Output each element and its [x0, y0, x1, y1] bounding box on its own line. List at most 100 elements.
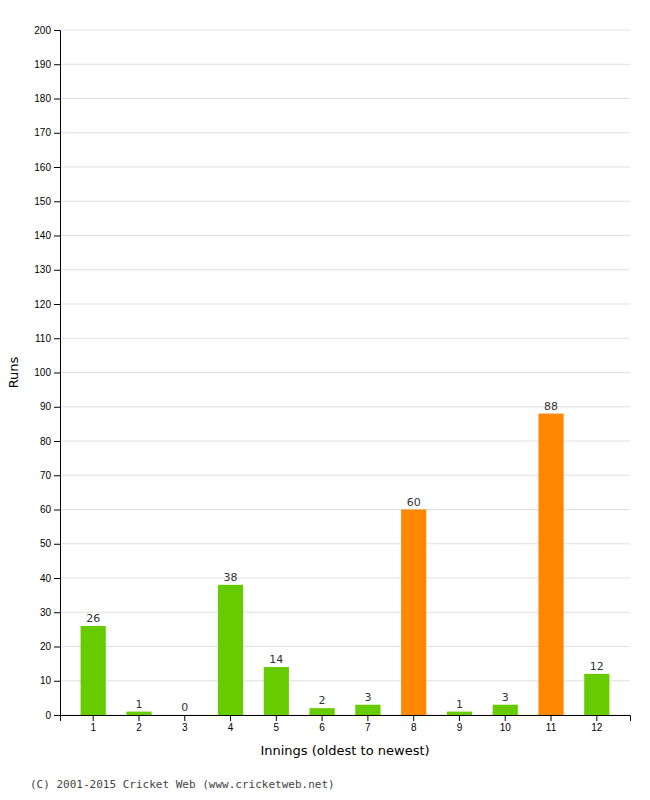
- y-tick-label: 190: [34, 59, 51, 70]
- x-tick-mark: [551, 715, 552, 721]
- y-tick-label: 120: [34, 299, 51, 310]
- y-tick-label: 200: [34, 25, 51, 36]
- bar: [218, 585, 243, 715]
- grid-line: [60, 30, 630, 31]
- y-tick-mark: [54, 338, 60, 339]
- y-tick-label: 110: [35, 333, 51, 344]
- x-axis-line: [61, 716, 631, 722]
- bar: [401, 510, 426, 716]
- bar: [355, 705, 380, 715]
- x-tick-mark: [322, 715, 323, 721]
- x-tick-label: 6: [319, 722, 325, 733]
- y-tick-mark: [54, 475, 60, 476]
- bar: [264, 667, 289, 715]
- data-label: 2: [319, 694, 326, 707]
- x-tick-label: 8: [411, 722, 417, 733]
- y-tick-label: 0: [45, 710, 51, 721]
- y-axis-title: Runs: [6, 356, 21, 388]
- y-tick: 50: [40, 538, 60, 549]
- y-tick: 170: [34, 127, 60, 138]
- bar: [126, 712, 151, 715]
- x-tick-mark: [276, 715, 277, 721]
- bar: [172, 715, 197, 716]
- x-tick-label: 7: [365, 722, 371, 733]
- x-tick-label: 12: [591, 722, 603, 733]
- grid-line: [60, 269, 630, 270]
- x-tick: 4: [228, 715, 234, 733]
- data-label: 14: [269, 653, 283, 666]
- bar: [538, 414, 563, 715]
- x-tick-label: 4: [228, 722, 234, 733]
- x-tick: 6: [319, 715, 325, 733]
- y-tick-mark: [54, 544, 60, 545]
- y-tick: 160: [34, 162, 60, 173]
- bar: [310, 708, 335, 715]
- y-tick-mark: [54, 647, 60, 648]
- x-tick: 1: [90, 715, 96, 733]
- x-tick-label: 2: [136, 722, 142, 733]
- y-tick: 130: [34, 264, 60, 275]
- grid: [60, 30, 630, 715]
- y-tick: 120: [34, 299, 60, 310]
- y-tick: 190: [34, 59, 60, 70]
- footer: (C) 2001-2015 Cricket Web (www.cricketwe…: [30, 778, 335, 791]
- x-tick: 7: [365, 715, 371, 733]
- y-tick-mark: [54, 407, 60, 408]
- x-tick-mark: [93, 715, 94, 721]
- data-label: 38: [224, 571, 238, 584]
- x-tick: 2: [136, 715, 142, 733]
- y-tick: 0: [45, 710, 60, 721]
- bars: [81, 414, 610, 715]
- y-tick-label: 150: [34, 196, 51, 207]
- data-labels: 261038142360138812: [86, 400, 604, 714]
- bar: [584, 674, 609, 715]
- data-label: 12: [590, 660, 604, 673]
- y-tick: 110: [35, 333, 60, 344]
- y-tick-label: 100: [34, 367, 51, 378]
- x-tick-mark: [505, 715, 506, 721]
- grid-line: [60, 201, 630, 202]
- data-label: 60: [407, 496, 421, 509]
- x-tick: 5: [274, 715, 280, 733]
- x-tick: 8: [411, 715, 417, 733]
- y-tick-mark: [54, 578, 60, 579]
- y-axis-line: [54, 31, 61, 716]
- y-tick-mark: [54, 133, 60, 134]
- y-tick: 40: [40, 573, 60, 584]
- x-axis-title: Innings (oldest to newest): [260, 743, 429, 758]
- data-label: 1: [135, 698, 142, 711]
- y-tick: 10: [40, 675, 60, 686]
- y-tick: 180: [34, 93, 60, 104]
- bar: [447, 712, 472, 715]
- y-tick-label: 180: [34, 93, 51, 104]
- grid-line: [60, 235, 630, 236]
- data-label: 1: [456, 698, 463, 711]
- data-label: 3: [364, 691, 371, 704]
- y-tick-mark: [54, 373, 60, 374]
- grid-line: [60, 132, 630, 133]
- y-tick-mark: [54, 441, 60, 442]
- y-tick-label: 160: [34, 162, 51, 173]
- y-tick-mark: [54, 201, 60, 202]
- data-label: 26: [86, 612, 100, 625]
- y-tick-label: 70: [40, 470, 52, 481]
- x-tick-label: 1: [90, 722, 96, 733]
- y-tick-mark: [54, 681, 60, 682]
- y-tick-mark: [54, 304, 60, 305]
- y-tick: 140: [34, 230, 60, 241]
- data-label: 3: [502, 691, 509, 704]
- bar: [81, 626, 106, 715]
- y-tick: 20: [40, 641, 60, 652]
- grid-line: [60, 372, 630, 373]
- y-tick: 200: [34, 25, 60, 36]
- x-tick-mark: [459, 715, 460, 721]
- y-tick: 90: [40, 401, 60, 412]
- x-tick-mark: [230, 715, 231, 721]
- y-tick: 60: [40, 504, 60, 515]
- y-tick-mark: [54, 612, 60, 613]
- y-tick-mark: [54, 236, 60, 237]
- y-tick-mark: [54, 64, 60, 65]
- x-tick-label: 11: [546, 722, 557, 733]
- x-tick-mark: [367, 715, 368, 721]
- data-label: 0: [181, 701, 188, 714]
